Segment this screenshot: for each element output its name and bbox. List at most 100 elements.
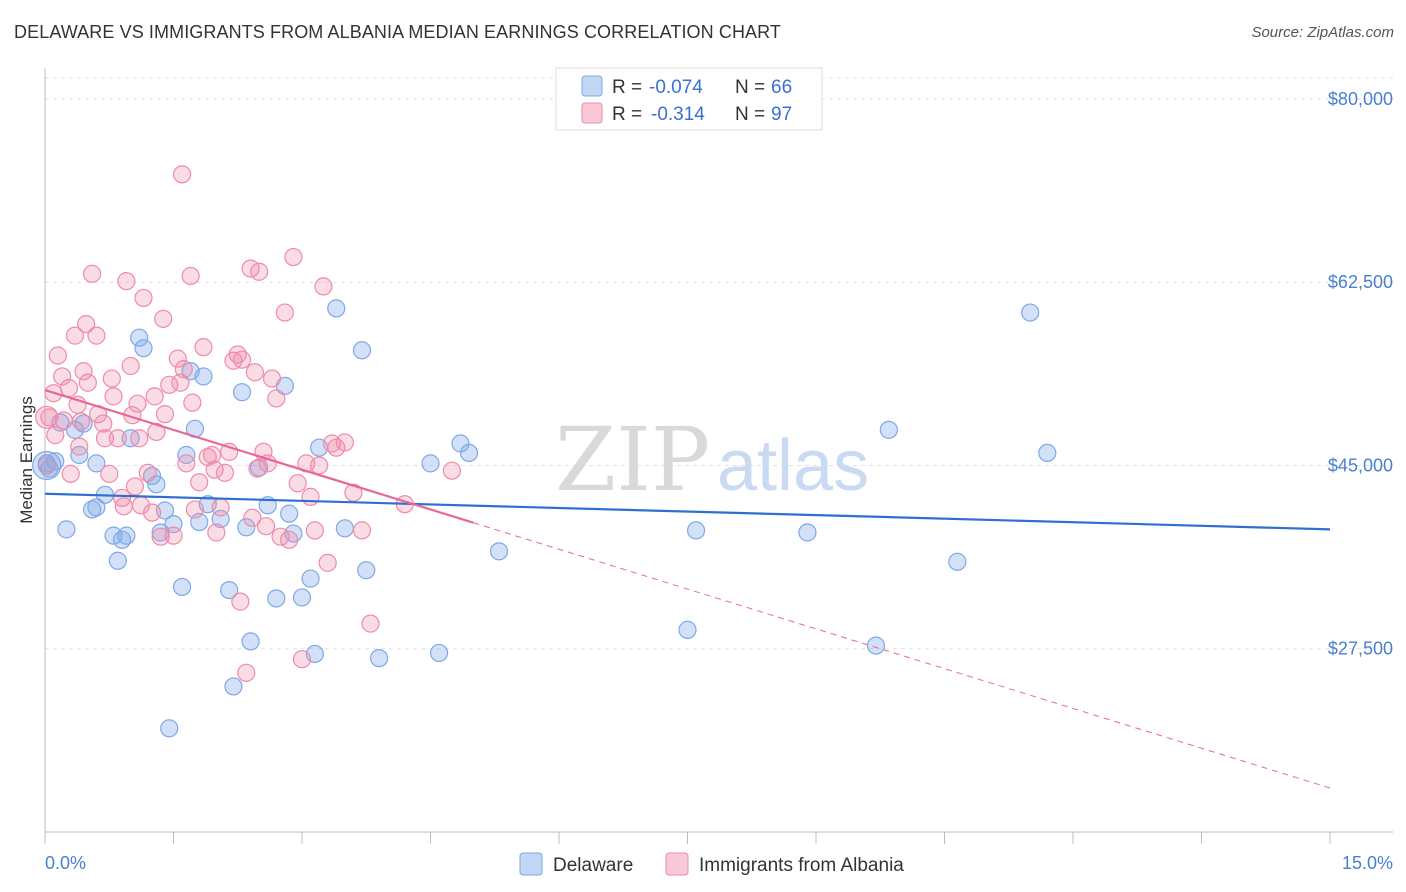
data-point-albania bbox=[145, 387, 164, 406]
data-point-albania bbox=[164, 526, 183, 545]
legend-n-value-1: 66 bbox=[771, 77, 792, 98]
data-point-albania bbox=[177, 454, 196, 473]
y-tick-label: $80,000 bbox=[1328, 89, 1393, 109]
data-point-albania bbox=[202, 445, 222, 465]
data-point-albania bbox=[130, 429, 149, 448]
y-tick-label: $27,500 bbox=[1328, 639, 1393, 659]
data-point-albania bbox=[53, 367, 72, 386]
legend-r-value-1: -0.074 bbox=[649, 77, 703, 98]
data-point-albania bbox=[174, 360, 193, 379]
data-point-delaware bbox=[57, 520, 76, 539]
data-point-delaware bbox=[678, 620, 697, 639]
data-point-albania bbox=[442, 461, 462, 480]
data-point-delaware bbox=[335, 519, 354, 538]
data-point-albania bbox=[314, 277, 333, 296]
legend-r-value-2: -0.314 bbox=[651, 104, 705, 125]
data-point-delaware bbox=[686, 521, 706, 540]
data-point-albania bbox=[155, 405, 175, 424]
data-point-albania bbox=[37, 456, 56, 475]
data-point-albania bbox=[171, 373, 190, 392]
data-point-albania bbox=[59, 378, 79, 398]
watermark-zip: ZIP bbox=[555, 408, 710, 511]
data-point-delaware bbox=[87, 498, 106, 517]
legend-n-value-2: 97 bbox=[771, 104, 792, 125]
watermark: ZIP atlas bbox=[555, 408, 869, 511]
data-point-albania bbox=[154, 309, 173, 328]
data-point-albania bbox=[243, 508, 262, 527]
data-point-delaware bbox=[421, 454, 440, 473]
data-point-albania bbox=[71, 412, 91, 431]
legend-swatch-delaware bbox=[581, 75, 603, 97]
legend-n-label-2: N = bbox=[735, 104, 765, 125]
data-point-delaware bbox=[87, 454, 106, 473]
legend-top: R = -0.074 N = 66 R = -0.314 N = 97 bbox=[555, 67, 823, 131]
data-point-delaware bbox=[327, 299, 346, 318]
legend-bottom: Delaware Immigrants from Albania bbox=[519, 852, 904, 876]
data-point-delaware bbox=[1038, 443, 1057, 463]
data-point-delaware bbox=[267, 589, 286, 608]
data-point-delaware bbox=[237, 518, 256, 537]
data-point-albania bbox=[94, 414, 113, 433]
y-tick-labels: $27,500 $45,000 $62,500 $80,000 bbox=[1328, 89, 1393, 659]
data-point-albania bbox=[310, 456, 329, 475]
data-point-delaware bbox=[357, 561, 376, 580]
data-point-albania bbox=[275, 303, 294, 322]
data-point-albania bbox=[232, 350, 252, 369]
data-point-delaware bbox=[130, 328, 149, 347]
legend-bottom-label-albania: Immigrants from Albania bbox=[699, 855, 904, 876]
data-point-albania bbox=[70, 437, 89, 456]
x-tick-labels: 0.0% 15.0% bbox=[45, 853, 1393, 873]
data-point-albania bbox=[245, 363, 264, 382]
axes bbox=[44, 68, 1393, 844]
data-point-albania bbox=[114, 497, 133, 516]
data-point-albania bbox=[121, 356, 140, 376]
data-point-delaware bbox=[104, 526, 123, 545]
data-point-albania bbox=[108, 429, 127, 448]
data-point-albania bbox=[248, 459, 267, 478]
data-point-albania bbox=[288, 474, 307, 493]
data-point-albania bbox=[352, 521, 372, 540]
data-point-delaware bbox=[459, 443, 479, 463]
data-point-delaware bbox=[798, 523, 817, 542]
data-point-albania bbox=[215, 463, 234, 482]
data-point-albania bbox=[138, 463, 157, 482]
legend-swatch-albania bbox=[581, 102, 603, 124]
data-point-albania bbox=[256, 517, 276, 536]
data-point-albania bbox=[205, 460, 224, 479]
data-point-delaware bbox=[74, 414, 93, 433]
data-point-delaware bbox=[489, 542, 509, 561]
chart-title: DELAWARE VS IMMIGRANTS FROM ALBANIA MEDI… bbox=[14, 22, 782, 42]
data-point-delaware bbox=[352, 341, 372, 360]
data-point-albania bbox=[100, 464, 119, 483]
data-point-albania bbox=[87, 326, 106, 345]
legend-bottom-swatch-delaware bbox=[519, 852, 543, 876]
data-point-albania bbox=[48, 346, 67, 365]
data-point-albania bbox=[78, 373, 97, 392]
data-point-albania bbox=[262, 369, 282, 388]
legend-bottom-label-delaware: Delaware bbox=[553, 855, 633, 876]
data-point-delaware bbox=[429, 643, 449, 663]
data-point-delaware bbox=[224, 677, 243, 696]
data-point-delaware bbox=[134, 339, 153, 358]
data-point-albania bbox=[102, 369, 121, 388]
data-point-albania bbox=[267, 389, 286, 408]
legend-r-label-2: R = bbox=[612, 104, 642, 125]
data-points bbox=[32, 165, 1057, 738]
data-point-albania bbox=[292, 650, 312, 669]
y-tick-label: $45,000 bbox=[1328, 455, 1393, 475]
data-point-albania bbox=[190, 473, 209, 492]
data-point-albania bbox=[250, 262, 269, 281]
data-point-delaware bbox=[232, 383, 252, 402]
data-point-delaware bbox=[40, 459, 59, 478]
data-point-delaware bbox=[194, 367, 213, 386]
data-point-albania bbox=[318, 553, 337, 572]
data-point-albania bbox=[194, 338, 213, 357]
data-point-albania bbox=[134, 288, 153, 308]
data-point-albania bbox=[211, 498, 230, 517]
data-point-albania bbox=[74, 362, 93, 381]
data-point-albania bbox=[305, 521, 324, 540]
data-point-delaware bbox=[117, 526, 136, 545]
data-point-delaware bbox=[866, 636, 886, 655]
data-point-albania bbox=[104, 387, 123, 406]
